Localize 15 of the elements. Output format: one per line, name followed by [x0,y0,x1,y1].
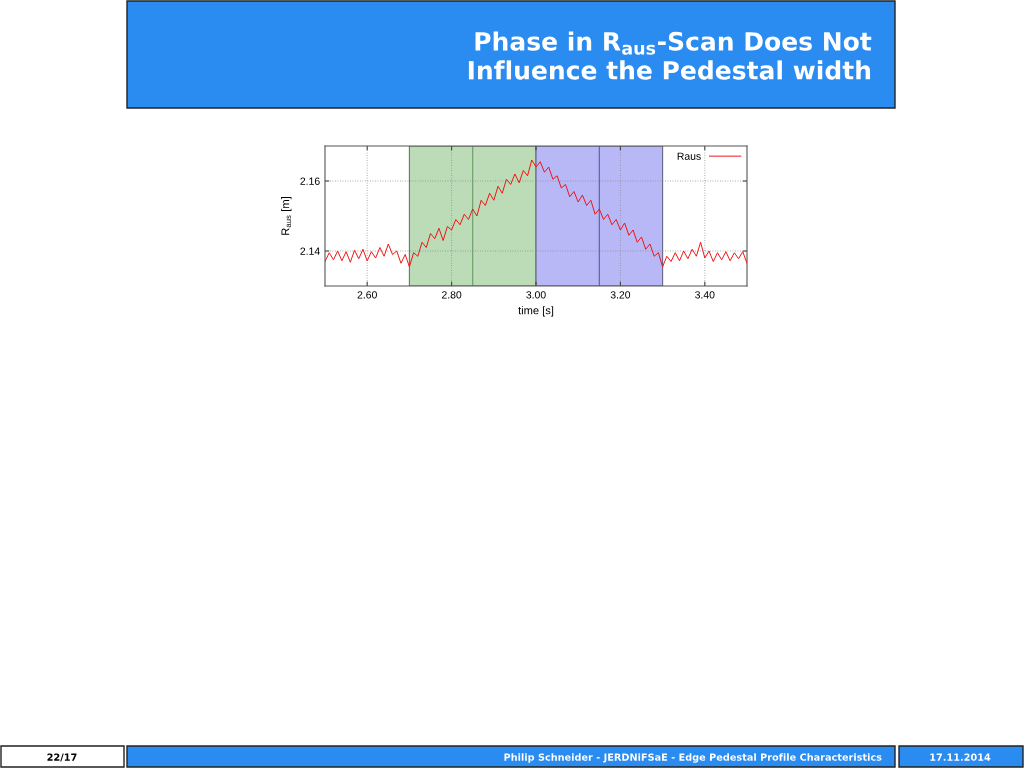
x-tick-label: 3.20 [610,291,631,299]
x-axis-title: time [s] [518,306,554,317]
x-tick-label: 3.00 [526,291,546,299]
line-series [325,159,747,268]
text: 17.11.2014 [930,753,991,761]
legend-label: Raus [677,152,701,160]
chart-title: Phase in R$_{aus}$-Scan Does Not Influence the Pedestal width [468,31,872,80]
y-tick-label: 2.16 [300,177,320,185]
text: Philip Schneider - JERDNiFSaE - Edge Pedestal Profile Characteristics [504,753,882,763]
x-tick-label: 2.60 [357,291,377,299]
x-tick-label: 2.80 [441,291,462,299]
x-tick-label: 3.40 [695,291,715,299]
y-axis-title: R$_{aus}$ [m] [281,197,292,235]
y-tick-label: 2.14 [300,247,320,255]
text: 22/17 [47,753,77,762]
